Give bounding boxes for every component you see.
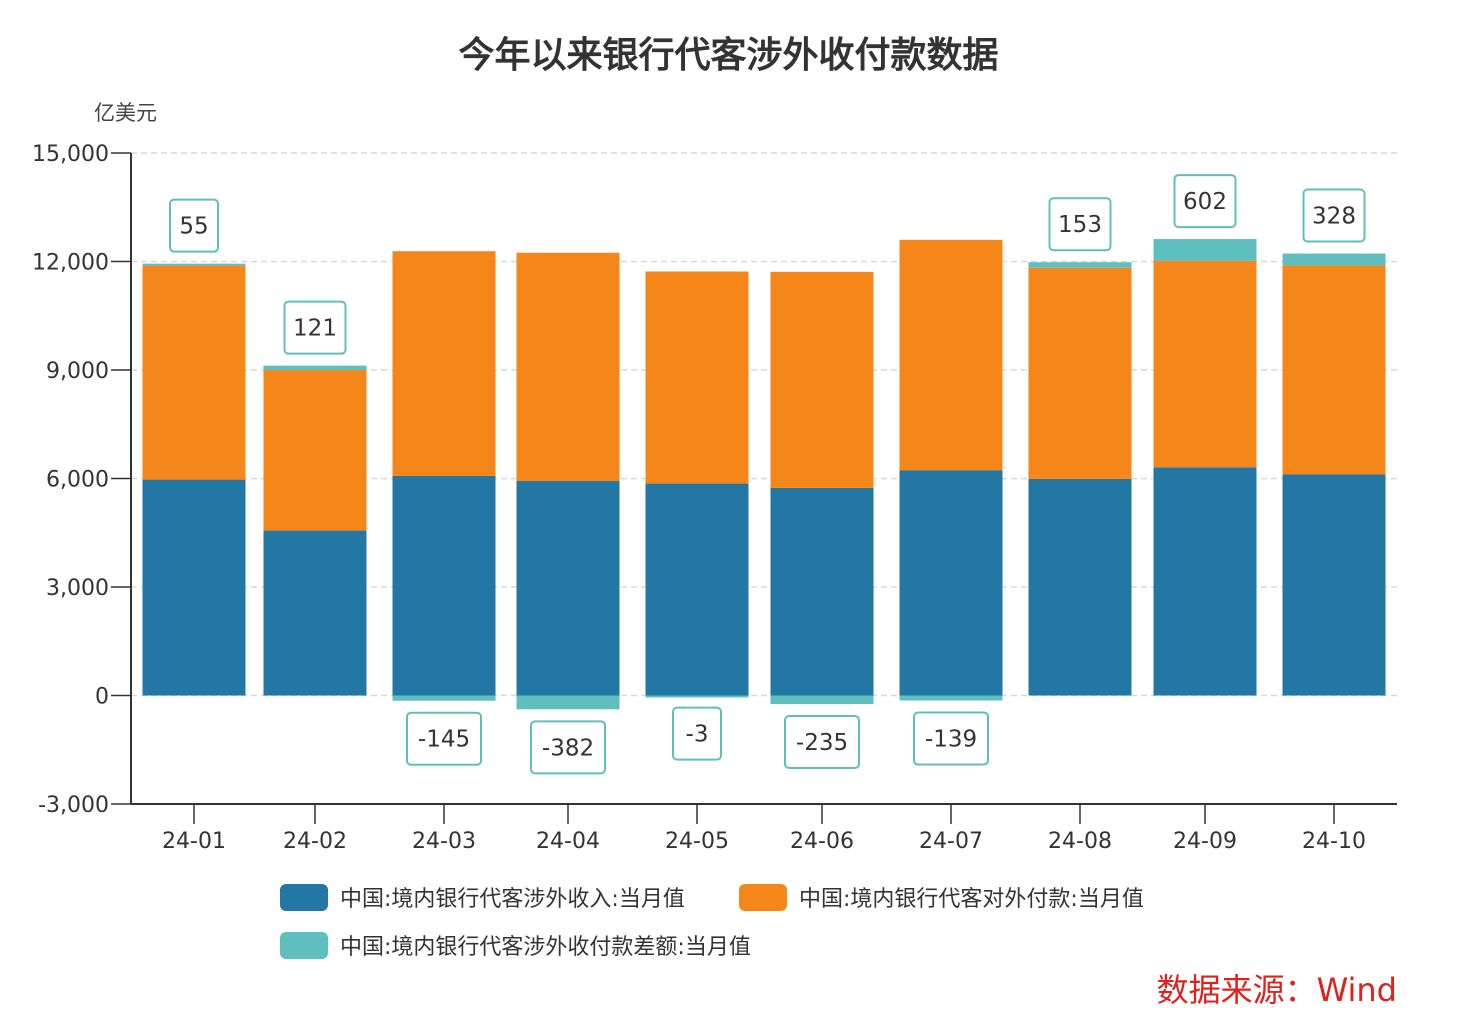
data-label-box <box>283 300 347 355</box>
x-tick-label: 24-04 <box>536 829 600 854</box>
y-tick-label: 6,000 <box>46 468 109 493</box>
bar-payment <box>645 271 749 484</box>
y-tick-label: -3,000 <box>38 793 109 818</box>
bar-payment <box>770 271 874 488</box>
x-tick-label: 24-01 <box>162 829 226 854</box>
data-label: -139 <box>925 727 977 753</box>
bar-balance <box>1153 239 1257 261</box>
data-label: 121 <box>293 316 337 342</box>
bar-balance <box>142 263 246 266</box>
data-label-box <box>530 720 606 775</box>
bar-balance <box>1028 262 1132 268</box>
bar-balance <box>899 695 1003 701</box>
legend-item-payment[interactable]: 中国:境内银行代客对外付款:当月值 <box>739 881 1144 913</box>
y-tick-label: 15,000 <box>32 142 109 167</box>
data-label-box <box>784 714 860 769</box>
data-label-box <box>1048 197 1112 252</box>
bar-payment <box>899 239 1003 471</box>
x-tick-label: 24-10 <box>1302 829 1366 854</box>
bar-payment <box>1028 267 1132 479</box>
data-label: 602 <box>1183 189 1227 215</box>
bar-income <box>1028 478 1132 696</box>
bar-income <box>142 479 246 696</box>
legend-swatch-payment <box>739 883 787 911</box>
bar-payment <box>1153 260 1257 468</box>
x-tick-label: 24-09 <box>1173 829 1237 854</box>
data-label-box <box>1173 174 1237 229</box>
bar-payment <box>263 370 367 531</box>
legend-item-income[interactable]: 中国:境内银行代客涉外收入:当月值 <box>280 881 685 913</box>
y-tick-label: 12,000 <box>32 251 109 276</box>
data-label: -145 <box>418 727 470 753</box>
bar-payment <box>1282 265 1386 475</box>
data-label-box <box>672 706 722 761</box>
data-label-box <box>913 711 989 766</box>
y-tick-label: 3,000 <box>46 576 109 601</box>
bar-payment <box>392 251 496 476</box>
x-tick-label: 24-06 <box>790 829 854 854</box>
x-tick-label: 24-07 <box>919 829 983 854</box>
bar-income <box>645 483 749 696</box>
x-tick-label: 24-08 <box>1048 829 1112 854</box>
legend-swatch-balance <box>280 931 328 959</box>
bar-balance <box>1282 253 1386 266</box>
y-tick-label: 0 <box>95 685 109 710</box>
bar-income <box>1282 474 1386 696</box>
y-tick-label: 9,000 <box>46 359 109 384</box>
chart-title: 今年以来银行代客涉外收付款数据 <box>458 35 999 76</box>
bar-payment <box>142 265 246 480</box>
y-axis-label: 亿美元 <box>94 101 157 125</box>
legend-item-balance[interactable]: 中国:境内银行代客涉外收付款差额:当月值 <box>280 929 751 961</box>
x-tick-label: 24-03 <box>412 829 476 854</box>
bar-balance <box>770 695 874 704</box>
bar-income <box>392 475 496 696</box>
bar-balance <box>516 695 620 710</box>
data-label: -382 <box>542 735 594 761</box>
legend-label-balance: 中国:境内银行代客涉外收付款差额:当月值 <box>340 935 751 960</box>
bar-balance <box>392 695 496 701</box>
data-label-box <box>169 198 219 253</box>
data-label: -3 <box>686 722 709 748</box>
legend-label-income: 中国:境内银行代客涉外收入:当月值 <box>340 887 685 912</box>
x-tick-label: 24-02 <box>283 829 347 854</box>
bar-payment <box>516 252 620 482</box>
data-label: 328 <box>1312 204 1356 230</box>
data-label-box <box>1302 188 1366 243</box>
legend-label-payment: 中国:境内银行代客对外付款:当月值 <box>799 887 1144 912</box>
bar-balance <box>263 365 367 371</box>
data-label-box <box>406 711 482 766</box>
x-tick-label: 24-05 <box>665 829 729 854</box>
bar-balance <box>645 695 749 698</box>
bar-income <box>770 487 874 696</box>
data-label: -235 <box>796 730 848 756</box>
bar-income <box>263 530 367 696</box>
data-source: 数据来源：Wind <box>1156 971 1397 1009</box>
bar-income <box>1153 467 1257 696</box>
bar-income <box>899 470 1003 696</box>
legend-swatch-income <box>280 883 328 911</box>
data-label: 153 <box>1058 212 1102 238</box>
data-label: 55 <box>179 214 208 240</box>
bar-income <box>516 481 620 696</box>
